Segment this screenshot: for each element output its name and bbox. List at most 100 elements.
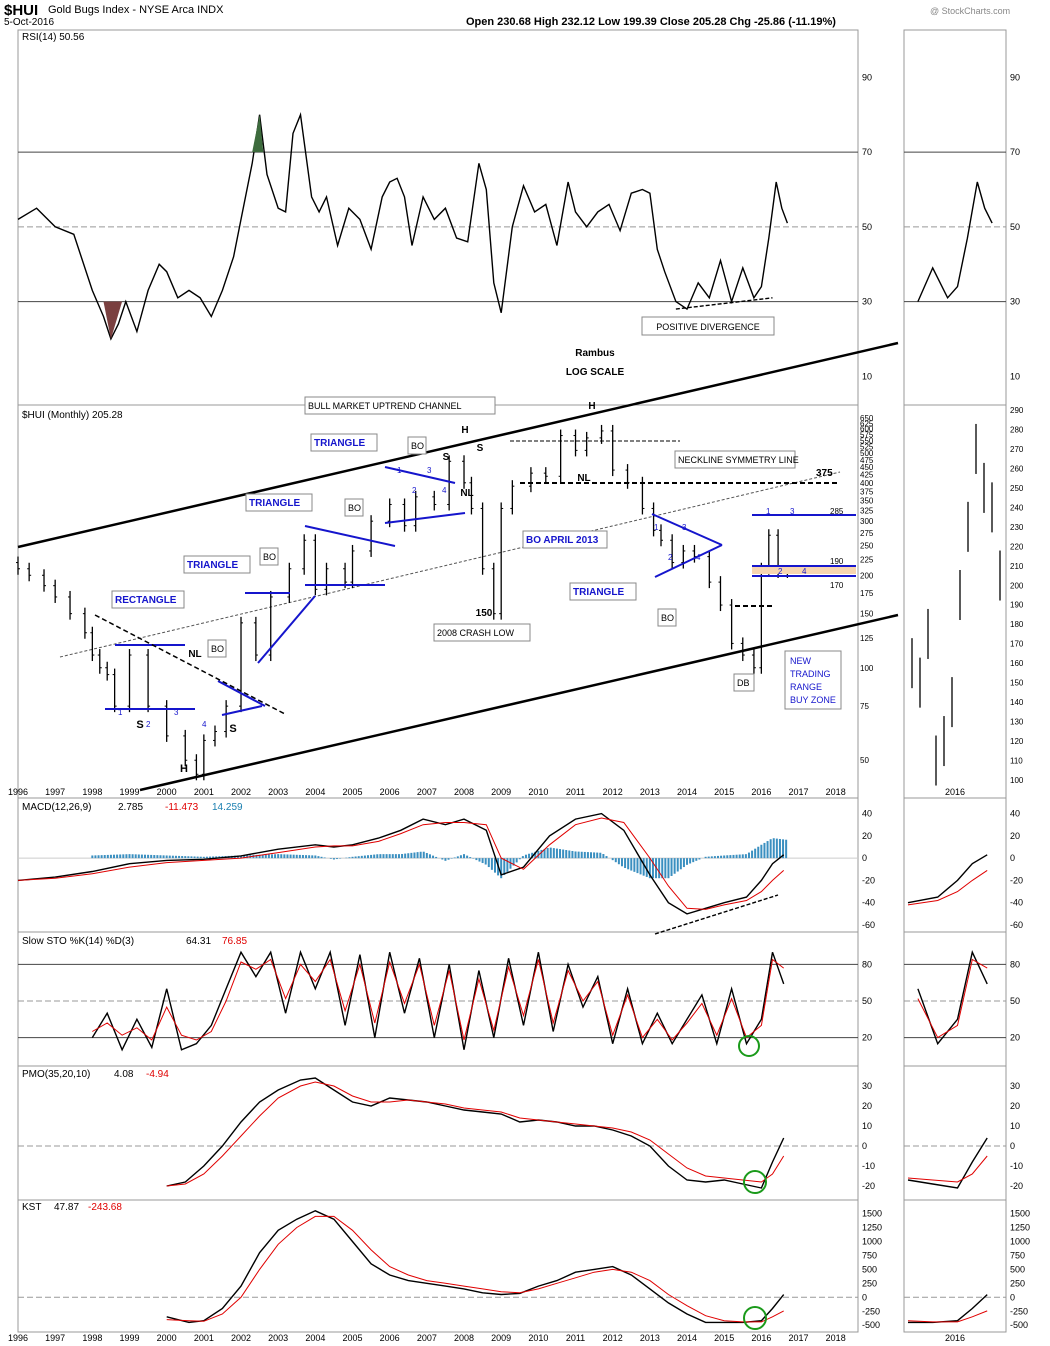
macd-histogram-bar: [106, 854, 109, 859]
macd-tick-label: -60: [862, 920, 875, 930]
macd-histogram-bar: [546, 848, 549, 859]
watermark: @ StockCharts.com: [930, 6, 1011, 16]
macd-histogram-bar: [633, 858, 636, 872]
macd-tick-label: 20: [862, 831, 872, 841]
macd-histogram-bar: [407, 853, 410, 859]
label-neckline: NL: [188, 649, 201, 660]
buy-zone-band: [752, 566, 856, 574]
macd-histogram-bar: [258, 854, 261, 859]
macd-histogram-bar: [695, 858, 698, 861]
year-tick-label: 2011: [566, 1333, 585, 1343]
pmo-value: 4.08: [114, 1069, 134, 1080]
macd-histogram-bar: [537, 850, 540, 859]
positive-divergence-line: [675, 297, 773, 310]
macd-histogram-bar: [782, 839, 785, 859]
macd-histogram-bar: [97, 855, 100, 859]
year-tick-label: 2015: [714, 787, 734, 797]
price-tick-label: 625: [860, 419, 874, 428]
pattern-line: [384, 466, 456, 484]
label-bo: BO: [263, 552, 276, 562]
macd-histogram-bar: [100, 855, 103, 859]
macd-histogram-bar: [351, 856, 354, 859]
label-bo: BO: [411, 441, 424, 451]
wave-count: 1: [766, 507, 771, 516]
pattern-line: [654, 544, 723, 578]
zoom-price-tick-label: 140: [1010, 698, 1024, 707]
callout-box: [183, 555, 251, 574]
year-tick-label: 2001: [194, 787, 214, 797]
macd-histogram-bar: [785, 839, 788, 859]
label-range: RANGE: [790, 682, 822, 692]
pmo-tick-label: 0: [862, 1141, 867, 1151]
macd-histogram-bar: [336, 858, 339, 860]
macd-histogram-bar: [196, 856, 199, 859]
macd-histogram-bar: [531, 852, 534, 859]
year-tick-label: 2014: [677, 1333, 697, 1343]
sto-tick-label: 50: [1010, 996, 1020, 1006]
callout-box: [245, 493, 313, 512]
label-bo: BO: [211, 644, 224, 654]
macd-histogram-bar: [174, 855, 177, 859]
price-tick-label: 150: [860, 610, 874, 619]
sto-tick-label: 80: [862, 959, 872, 969]
label-285: 285: [830, 507, 844, 516]
callout-box: [674, 450, 796, 469]
macd-histogram-bar: [524, 854, 527, 859]
year-tick-label: 2003: [268, 787, 288, 797]
macd-histogram-bar: [469, 857, 472, 859]
price-tick-label: 275: [860, 529, 874, 538]
macd-histogram-bar: [599, 852, 602, 859]
label-head: H: [588, 401, 595, 412]
price-tick-label: 350: [860, 497, 874, 506]
macd-histogram-bar: [212, 856, 215, 859]
macd-histogram-bar: [317, 856, 320, 859]
wave-count: 3: [174, 708, 179, 717]
macd-histogram-bar: [298, 854, 301, 859]
macd-histogram-bar: [205, 856, 208, 859]
macd-histogram-bar: [720, 855, 723, 859]
label-new: NEW: [790, 656, 812, 666]
macd-histogram-bar: [171, 855, 174, 859]
macd-histogram-bar: [274, 854, 277, 859]
year-tick-label: 2005: [342, 787, 362, 797]
label-shoulder: S: [477, 443, 484, 454]
label-triangle: TRIANGLE: [249, 498, 300, 509]
macd-histogram-bar: [348, 857, 351, 859]
kst-tick-label: 1250: [1010, 1223, 1030, 1233]
macd-tick-label: -40: [862, 898, 875, 908]
year-tick-label: 1996: [8, 787, 28, 797]
macd-histogram-bar: [704, 856, 707, 859]
price-tick-label: 425: [860, 471, 874, 480]
macd-histogram-bar: [134, 854, 137, 859]
macd-histogram-bar: [673, 858, 676, 874]
macd-histogram-bar: [747, 852, 750, 859]
label-trading: TRADING: [790, 669, 831, 679]
macd-histogram-bar: [686, 858, 689, 865]
macd-histogram-bar: [534, 851, 537, 859]
macd-histogram-bar: [301, 855, 304, 859]
macd-histogram-bar: [202, 856, 205, 859]
index-name: Gold Bugs Index - NYSE Arca INDX: [48, 4, 224, 16]
macd-tick-label: 40: [1010, 809, 1020, 819]
pmo-signal-value: -4.94: [146, 1069, 169, 1080]
callout-box: [310, 433, 378, 452]
macd-histogram-bar: [419, 851, 422, 859]
label-neckline: NL: [460, 488, 473, 499]
macd-histogram-bar: [679, 858, 682, 870]
macd-histogram-bar: [682, 858, 685, 868]
macd-histogram-bar: [568, 850, 571, 859]
price-tick-label: 525: [860, 443, 874, 452]
macd-histogram-bar: [199, 856, 202, 859]
macd-histogram-bar: [255, 854, 258, 859]
year-tick-label: 2007: [417, 1333, 437, 1343]
macd-histogram-bar: [732, 854, 735, 859]
year-tick-label: 2011: [566, 787, 585, 797]
macd-histogram-bar: [240, 855, 243, 859]
panel-frame-zoom: [903, 29, 1007, 406]
macd-histogram-bar: [178, 855, 181, 859]
price-tick-label: 550: [860, 436, 874, 445]
macd-histogram-bar: [264, 854, 267, 859]
pmo-signal-circle: [743, 1170, 767, 1194]
wave-count: 4: [696, 553, 701, 562]
price-tick-label: 300: [860, 517, 874, 526]
